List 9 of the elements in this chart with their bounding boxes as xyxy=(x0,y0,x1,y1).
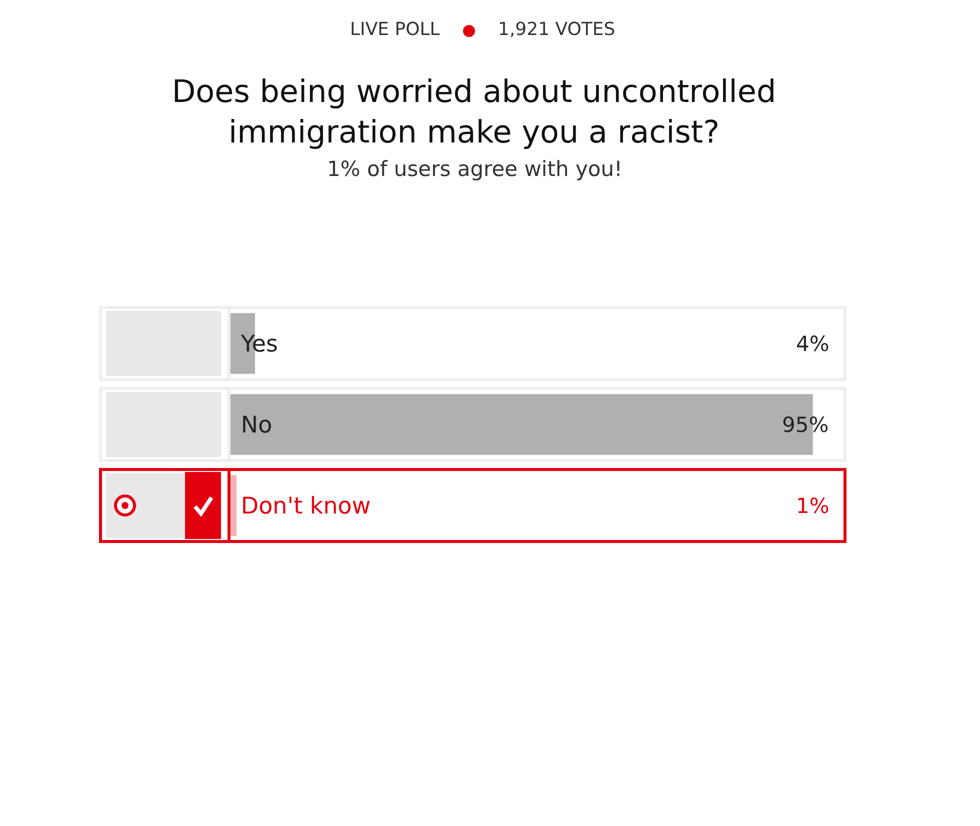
text: 1,921 VOTES xyxy=(498,19,616,40)
y-tick-label: Yes xyxy=(240,332,278,358)
data-label: 4% xyxy=(796,332,830,356)
chart-subtitle: 1% of users agree with you! xyxy=(327,157,622,181)
text: LIVE POLL xyxy=(350,19,440,40)
y-tick-label: Don't know xyxy=(240,494,371,520)
data-label: 1% xyxy=(796,494,830,518)
chart-title: Does being worried about uncontrolled immigration make you a racist? xyxy=(172,74,776,150)
y-tick-label: No xyxy=(240,412,272,439)
